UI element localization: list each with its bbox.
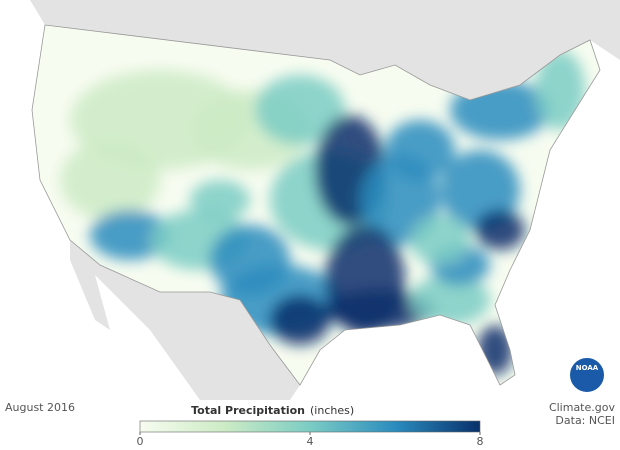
colorbar: 0 4 8 xyxy=(137,420,484,448)
rain-area xyxy=(60,140,160,220)
rain-area xyxy=(255,75,345,145)
date: August 2016 xyxy=(5,401,75,414)
colorbar-tick-label: 4 xyxy=(307,435,314,448)
source: Data: NCEI xyxy=(555,414,615,427)
mexico xyxy=(70,240,300,400)
colorbar-scale xyxy=(139,420,481,433)
noaa-logo xyxy=(568,356,606,394)
rain-area xyxy=(410,275,490,325)
rain-area xyxy=(535,50,585,130)
rain-area xyxy=(410,215,470,265)
legend-unit: (inches) xyxy=(310,404,354,417)
rain-area xyxy=(90,210,170,260)
logo-text: NOAA xyxy=(576,364,599,372)
canada xyxy=(0,0,620,100)
rain-area xyxy=(270,295,330,345)
legend-title: Total Precipitation xyxy=(191,404,305,417)
us-outline xyxy=(31,24,601,386)
rain-area xyxy=(325,290,435,330)
rain-area xyxy=(475,210,525,250)
colorbar-tick-label: 8 xyxy=(477,435,484,448)
rain-area xyxy=(190,180,250,220)
credit: Climate.gov xyxy=(549,401,616,414)
colorbar-tick-label: 0 xyxy=(137,435,144,448)
